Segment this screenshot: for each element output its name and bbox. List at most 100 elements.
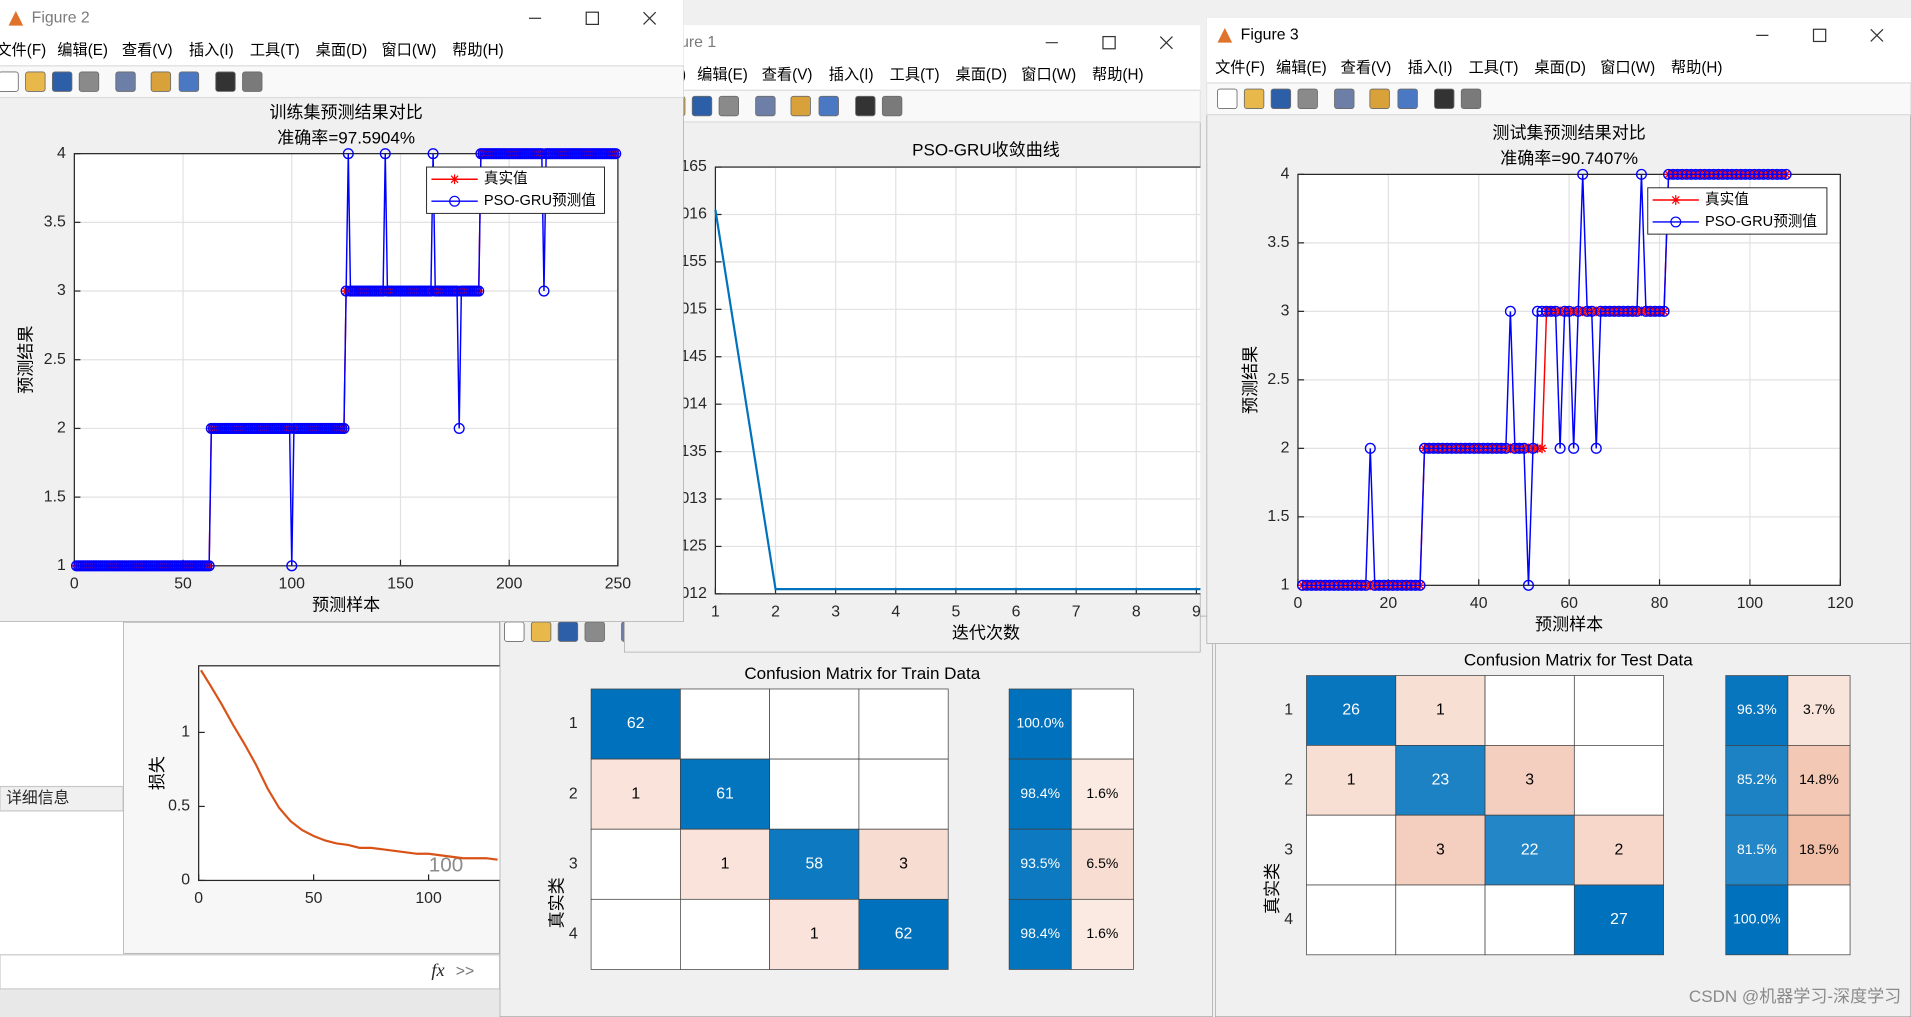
menu-item[interactable]: 工具(T) [1469,59,1519,76]
empty-cell [769,688,860,760]
menu-item[interactable]: 窗口(W) [1600,58,1655,76]
maximize-button[interactable] [1102,35,1116,50]
marker [1500,442,1512,454]
marker [1699,168,1711,180]
toolbar-button[interactable] [178,71,200,92]
toolbar-button[interactable] [1434,88,1455,109]
cell-label: 3 [899,855,908,872]
cell-label: 1 [1347,771,1356,788]
toolbar-button[interactable] [691,95,713,117]
chart-title: Confusion Matrix for Test Data [1464,650,1693,669]
matrix-cell [590,758,681,830]
toolbar-button[interactable] [557,621,579,642]
summary-label: 96.3% [1737,701,1777,717]
toolbar-button[interactable] [1217,88,1238,109]
marker [1518,442,1530,454]
menu-item[interactable]: 插入(I) [1408,59,1453,76]
menu-item[interactable]: 桌面(D) [1534,59,1586,76]
toolbar-button[interactable] [1243,88,1265,109]
y-axis-label: 真实类 [548,877,567,928]
toolbar-button[interactable] [51,71,73,92]
cell-label: 26 [1342,702,1360,719]
toolbar-button[interactable] [25,71,46,92]
menu-item[interactable]: 插入(I) [829,67,874,84]
row-label: 2 [1284,771,1293,788]
toolbar-button[interactable] [755,95,776,117]
empty-cell [680,898,771,970]
toolbar-button[interactable] [150,71,172,92]
menu-item[interactable]: 编辑(E) [697,67,748,84]
marker [1586,305,1598,317]
summary-cell [1070,758,1134,830]
close-button[interactable] [1870,28,1884,42]
menu-item[interactable]: 查看(V) [1341,59,1392,76]
maximize-button[interactable] [585,11,600,25]
menu-item[interactable]: 文件(F) [1215,59,1265,76]
menu-item[interactable]: 帮助(H) [1092,67,1144,84]
menu-item[interactable]: 帮助(H) [452,42,504,59]
toolbar-button[interactable] [242,71,263,92]
cell-label: 3 [1436,841,1445,858]
marker [1617,305,1629,317]
menu-item[interactable]: 帮助(H) [1671,59,1723,76]
marker [1536,305,1548,317]
marker [1537,443,1547,454]
toolbar-button[interactable] [215,71,236,92]
marker [1337,579,1349,591]
toolbar-button[interactable] [1397,88,1418,109]
menu-item[interactable]: 窗口(W) [381,41,436,59]
marker [1685,168,1697,180]
menu-item[interactable]: 窗口(W) [1021,66,1076,84]
marker [1387,579,1399,591]
menu-item[interactable]: 编辑(E) [1276,59,1327,76]
menu-item[interactable]: 桌面(D) [316,42,368,59]
toolbar-button[interactable] [1334,88,1355,109]
marker [427,148,439,160]
toolbar-button[interactable] [1270,88,1292,109]
marker [1613,305,1625,317]
summary-cell [1787,675,1851,746]
menu-item[interactable]: 插入(I) [189,42,234,59]
marker [1780,168,1792,180]
maximize-button[interactable] [1812,28,1827,43]
toolbar-button[interactable] [584,621,605,642]
marker [1653,305,1666,317]
toolbar-button[interactable] [0,71,19,92]
toolbar-button[interactable] [78,71,100,92]
marker [1776,168,1788,180]
menu-item[interactable]: 工具(T) [890,67,940,84]
toolbar-button[interactable] [881,95,903,117]
legend-label: 真实值 [1705,190,1749,208]
cell-label: 61 [716,785,734,802]
menu-item[interactable]: 工具(T) [250,42,300,59]
plot-area [715,167,1201,594]
close-button[interactable] [1159,36,1173,50]
toolbar-button[interactable] [1297,88,1318,109]
toolbar-button[interactable] [504,621,525,642]
toolbar-button[interactable] [1460,88,1482,109]
toolbar-button[interactable] [818,95,839,117]
menu-item[interactable]: 文件(F) [0,42,46,59]
y-tick-label: 0.5 [168,798,190,815]
command-line[interactable] [0,954,501,990]
marker [1726,168,1738,180]
menu-item[interactable]: 查看(V) [762,67,813,84]
menu-item[interactable]: 编辑(E) [57,42,108,59]
toolbar-button[interactable] [718,95,739,117]
marker [1315,579,1327,591]
toolbar-button[interactable] [115,71,136,92]
menu-item[interactable]: 桌面(D) [956,67,1008,84]
toolbar-button[interactable] [855,95,876,117]
toolbar-button[interactable] [530,621,552,642]
y-axis-label: 预测结果 [1241,346,1260,414]
marker [1482,442,1494,454]
toolbar-button[interactable] [790,95,811,117]
marker [1486,442,1498,454]
menu-item[interactable]: 查看(V) [122,42,173,59]
empty-cell [1395,884,1486,956]
toolbar-button[interactable] [1369,88,1390,109]
close-button[interactable] [643,11,657,25]
marker [1400,579,1412,591]
chart-subtitle: 准确率=97.5904% [277,129,415,148]
y-tick-label: 2.5 [1267,371,1289,388]
